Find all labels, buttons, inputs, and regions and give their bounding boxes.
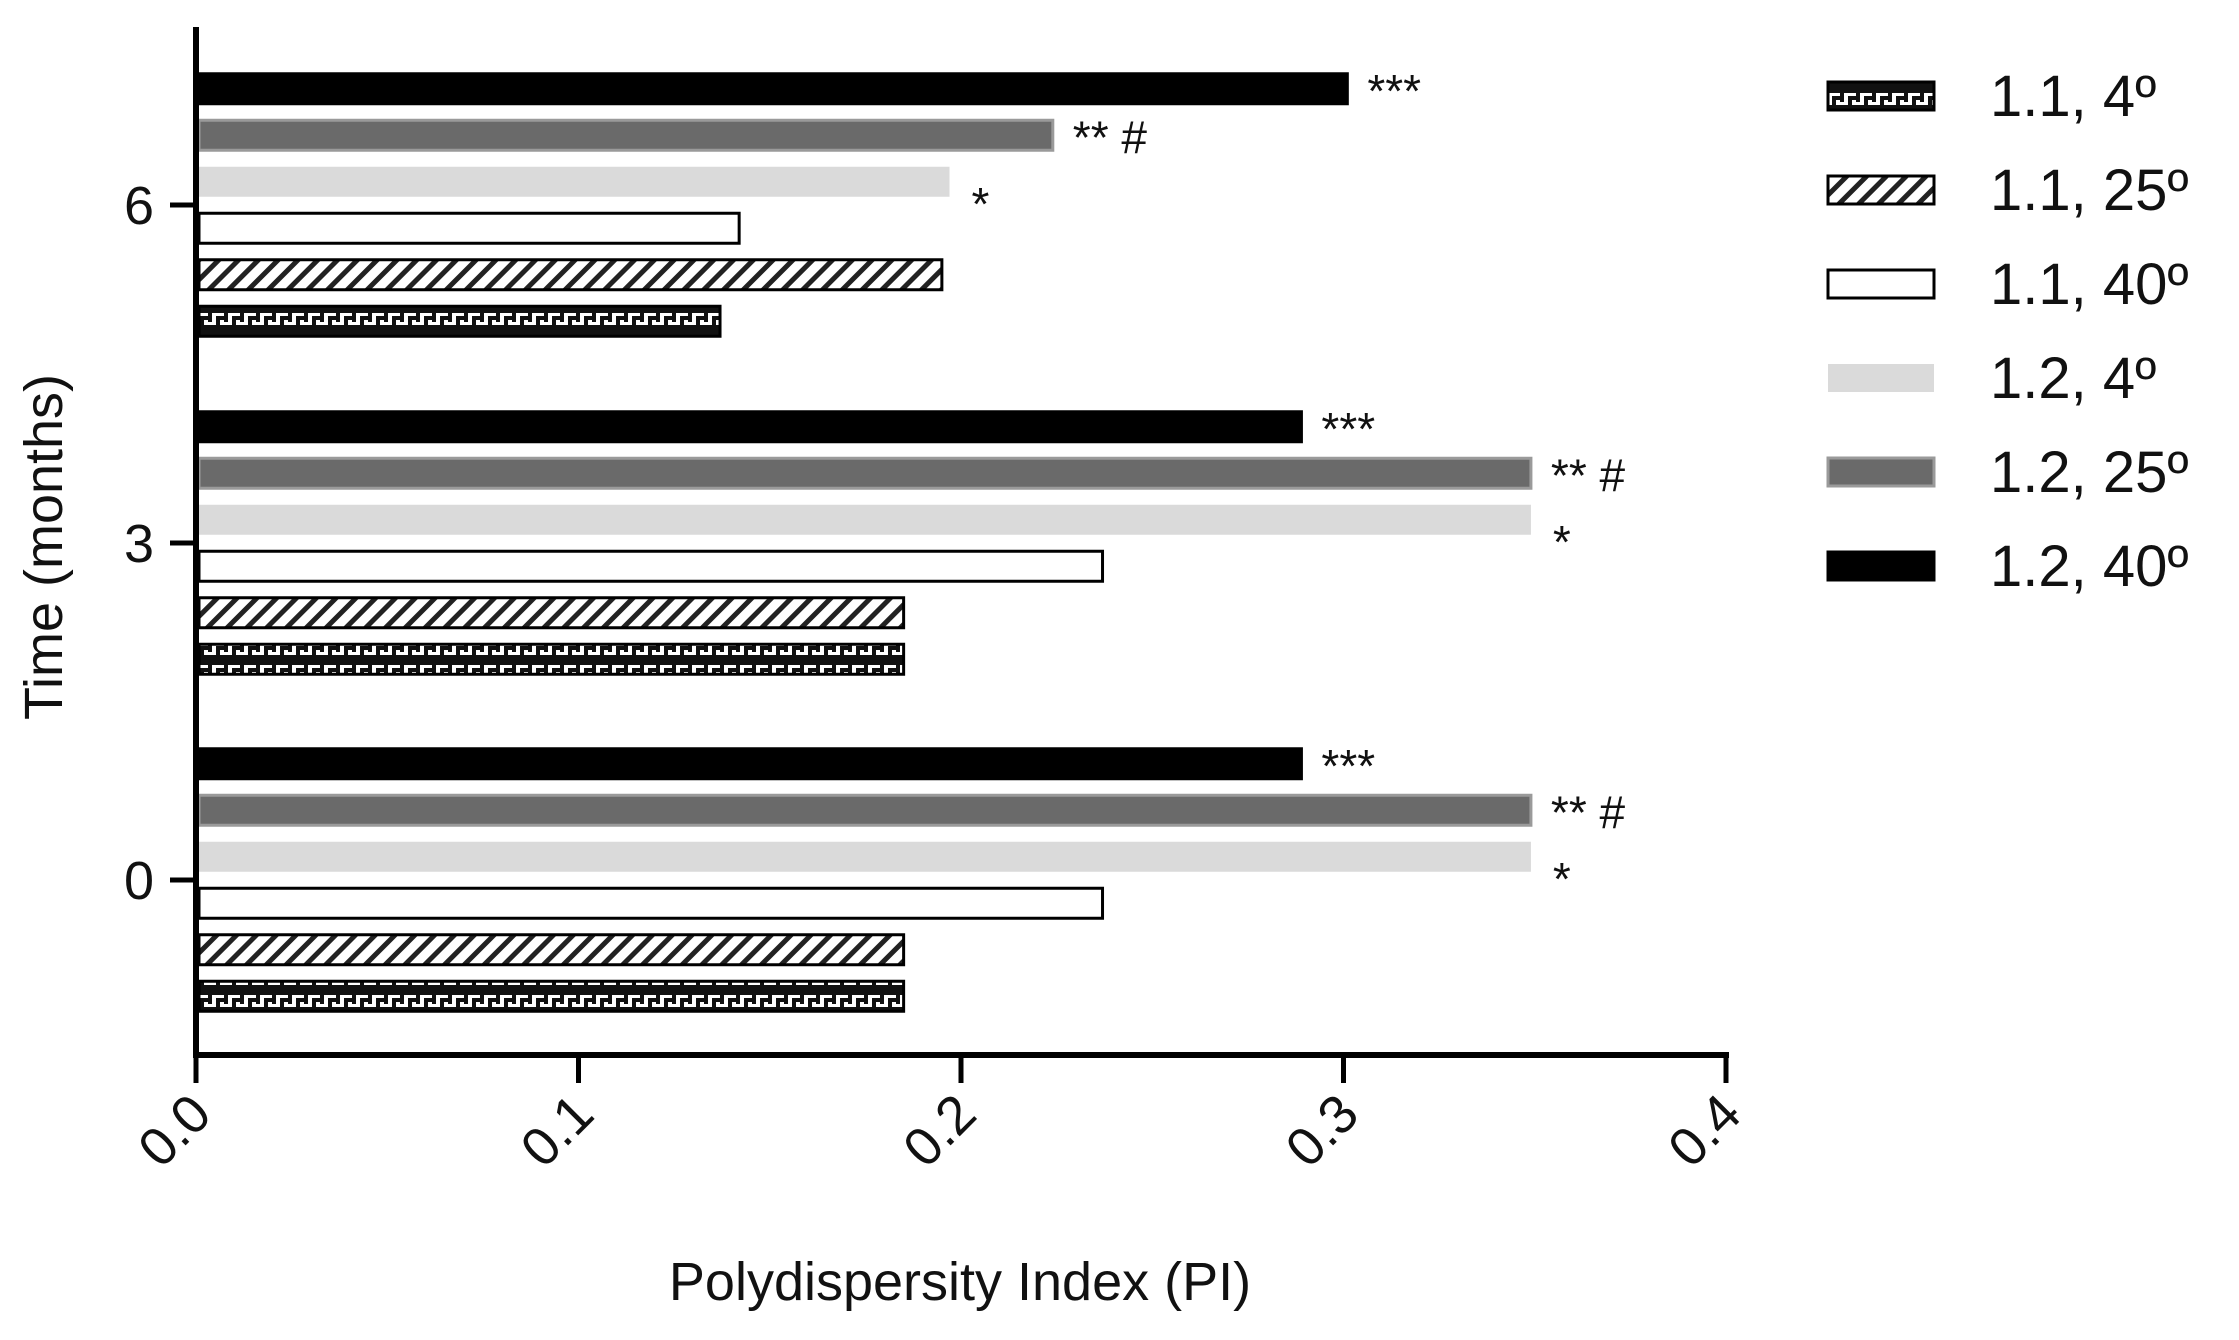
significance-label: ***: [1321, 740, 1375, 792]
bar: [197, 642, 906, 676]
legend-label: 1.1, 40º: [1990, 252, 2189, 317]
bar: [197, 793, 1533, 827]
y-tick-label: 6: [124, 176, 154, 236]
bars-layer: [197, 72, 1533, 1013]
bar: [199, 166, 950, 197]
y-axis-title: Time (months): [14, 374, 74, 720]
legend-swatch: [1828, 364, 1934, 392]
x-tick-label: 0.3: [1274, 1083, 1370, 1179]
bar: [199, 504, 1531, 535]
bar: [197, 118, 1055, 152]
bar: [199, 841, 1531, 872]
x-tick-label: 0.1: [509, 1083, 605, 1179]
bar: [197, 979, 906, 1013]
y-ticks: 0 3 6: [124, 176, 196, 911]
bar: [197, 747, 1303, 781]
bar: [197, 211, 741, 245]
annotations-layer: *** #****** #****** #***: [972, 65, 1626, 905]
significance-label: ***: [1321, 403, 1375, 455]
significance-label: ** #: [1551, 449, 1626, 501]
significance-label: ***: [1367, 65, 1421, 117]
bar: [197, 304, 722, 338]
significance-label: *: [1553, 516, 1571, 568]
bar: [197, 596, 906, 630]
bar: [197, 933, 906, 967]
significance-label: *: [972, 178, 990, 230]
y-tick-label: 3: [124, 514, 154, 574]
x-tick-label: 0.2: [892, 1083, 988, 1179]
bar: [197, 549, 1105, 583]
y-tick-label: 0: [124, 851, 154, 911]
x-tick-label: 0.4: [1657, 1083, 1753, 1179]
legend-swatch: [1826, 550, 1936, 582]
legend-label: 1.1, 4º: [1990, 64, 2156, 129]
legend: 1.1, 4º 1.1, 25º 1.1, 40º 1.2, 4º 1.2, 25º 1.…: [1826, 64, 2189, 599]
legend-label: 1.1, 25º: [1990, 158, 2189, 223]
x-tick-label: 0.0: [127, 1083, 223, 1179]
bar: [197, 456, 1533, 490]
bar: [197, 886, 1105, 920]
legend-label: 1.2, 40º: [1990, 534, 2189, 599]
bar: [197, 258, 944, 292]
legend-label: 1.2, 25º: [1990, 440, 2189, 505]
legend-swatch: [1826, 174, 1936, 206]
significance-label: ** #: [1073, 111, 1148, 163]
legend-label: 1.2, 4º: [1990, 346, 2156, 411]
legend-swatch: [1826, 456, 1936, 488]
x-axis-title: Polydispersity Index (PI): [669, 1252, 1251, 1312]
x-ticks: 0.0 0.1 0.2 0.3 0.4: [127, 1055, 1753, 1179]
legend-swatch: [1826, 80, 1936, 112]
significance-label: ** #: [1551, 786, 1626, 838]
bar: [197, 410, 1303, 444]
legend-swatch: [1826, 268, 1936, 300]
significance-label: *: [1553, 853, 1571, 905]
bar: [197, 72, 1349, 106]
